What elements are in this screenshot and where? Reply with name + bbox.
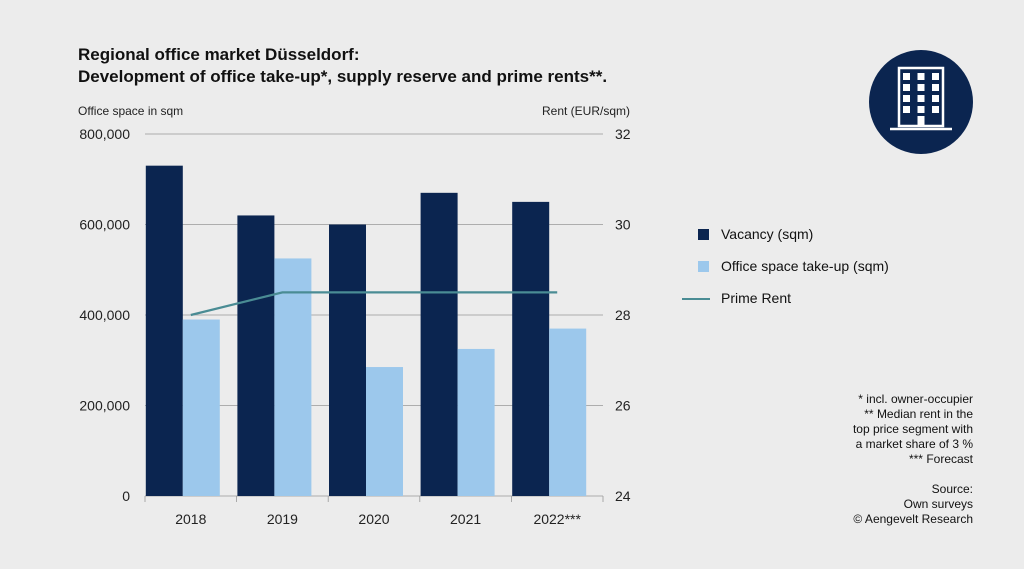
source-note: Source: Own surveys © Aengevelt Research [853,482,973,527]
legend-label-takeup: Office space take-up (sqm) [721,258,889,274]
y-left-tick-label: 800,000 [79,126,130,142]
legend-swatch-vacancy [698,229,709,240]
left-axis-label: Office space in sqm [78,104,184,118]
x-tick-label: 2020 [358,511,389,527]
y-left-tick-label: 400,000 [79,307,130,323]
footnotes: * incl. owner-occupier ** Median rent in… [853,392,973,527]
right-axis-label: Rent (EUR/sqm) [542,104,631,118]
footnote: * incl. owner-occupier [858,392,973,406]
legend-label-rent: Prime Rent [721,290,792,306]
legend-line-rent [682,298,710,300]
source-line: Own surveys [903,497,973,511]
y-right-tick-label: 24 [615,488,631,504]
y-left-tick-label: 0 [122,488,130,504]
source-line: Source: [931,482,973,496]
bar-takeup [457,348,495,496]
y-right-tick-label: 30 [615,217,631,233]
y-left-tick-label: 600,000 [79,217,130,233]
y-right-tick-label: 28 [615,307,631,323]
y-right-tick-label: 32 [615,126,631,142]
legend-swatch-takeup [698,261,709,272]
bar-vacancy [145,165,183,497]
y-right-tick-label: 26 [615,398,631,414]
y-left-tick-label: 200,000 [79,398,130,414]
x-tick-label: 2019 [267,511,298,527]
bar-vacancy [512,201,550,496]
office-building-icon [869,50,973,154]
bar-takeup [182,319,220,496]
chart-title-line2: Development of office take-up*, supply r… [78,67,608,86]
footnote: top price segment with [852,422,973,436]
x-tick-label: 2018 [175,511,206,527]
footnote: *** Forecast [908,452,973,466]
bar-takeup [366,367,403,496]
bar-takeup [549,328,587,496]
bar-vacancy [237,215,275,496]
footnote: ** Median rent in the [864,407,973,421]
x-tick-label: 2021 [450,511,481,527]
legend-label-vacancy: Vacancy (sqm) [721,226,814,242]
bar-vacancy [329,224,366,496]
chart-title-line1: Regional office market Düsseldorf: [78,45,360,64]
bar-vacancy [420,192,458,496]
footnote: a market share of 3 % [855,437,973,451]
bar-takeup [274,258,312,496]
x-tick-label: 2022*** [533,511,581,527]
chart-title: Regional office market Düsseldorf: Devel… [78,44,607,88]
source-line: © Aengevelt Research [853,512,973,526]
